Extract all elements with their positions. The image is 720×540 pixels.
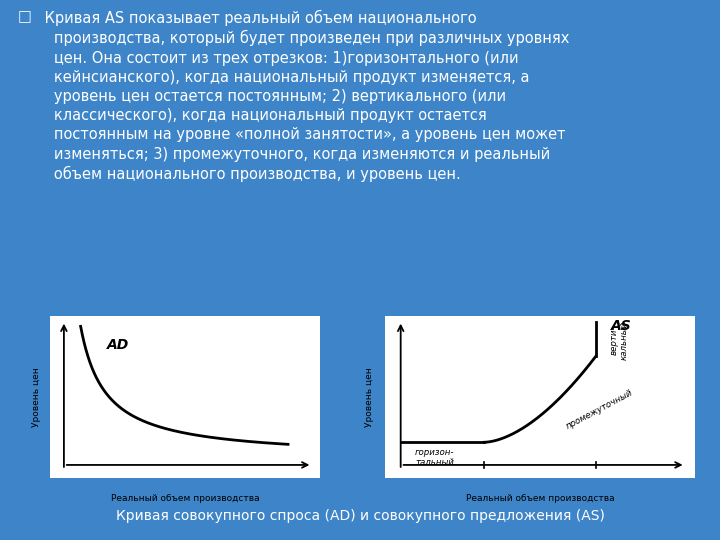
- Text: Уровень цен: Уровень цен: [365, 367, 374, 427]
- Text: Реальный объем производства: Реальный объем производства: [111, 494, 260, 503]
- Text: AD: AD: [107, 338, 130, 352]
- Text: Кривая AS показывает реальный объем национального
   производства, который будет: Кривая AS показывает реальный объем наци…: [40, 9, 569, 183]
- Text: Уровень цен: Уровень цен: [32, 367, 42, 427]
- Text: горизон-
тальный: горизон- тальный: [415, 448, 454, 467]
- Text: AS: AS: [611, 319, 632, 333]
- Text: Реальный объем производства: Реальный объем производства: [466, 494, 614, 503]
- Text: промежуточный: промежуточный: [564, 388, 634, 431]
- Text: □: □: [18, 9, 32, 24]
- Text: верти-
кальный: верти- кальный: [610, 321, 629, 360]
- Text: Кривая совокупного спроса (AD) и совокупного предложения (AS): Кривая совокупного спроса (AD) и совокуп…: [116, 509, 604, 523]
